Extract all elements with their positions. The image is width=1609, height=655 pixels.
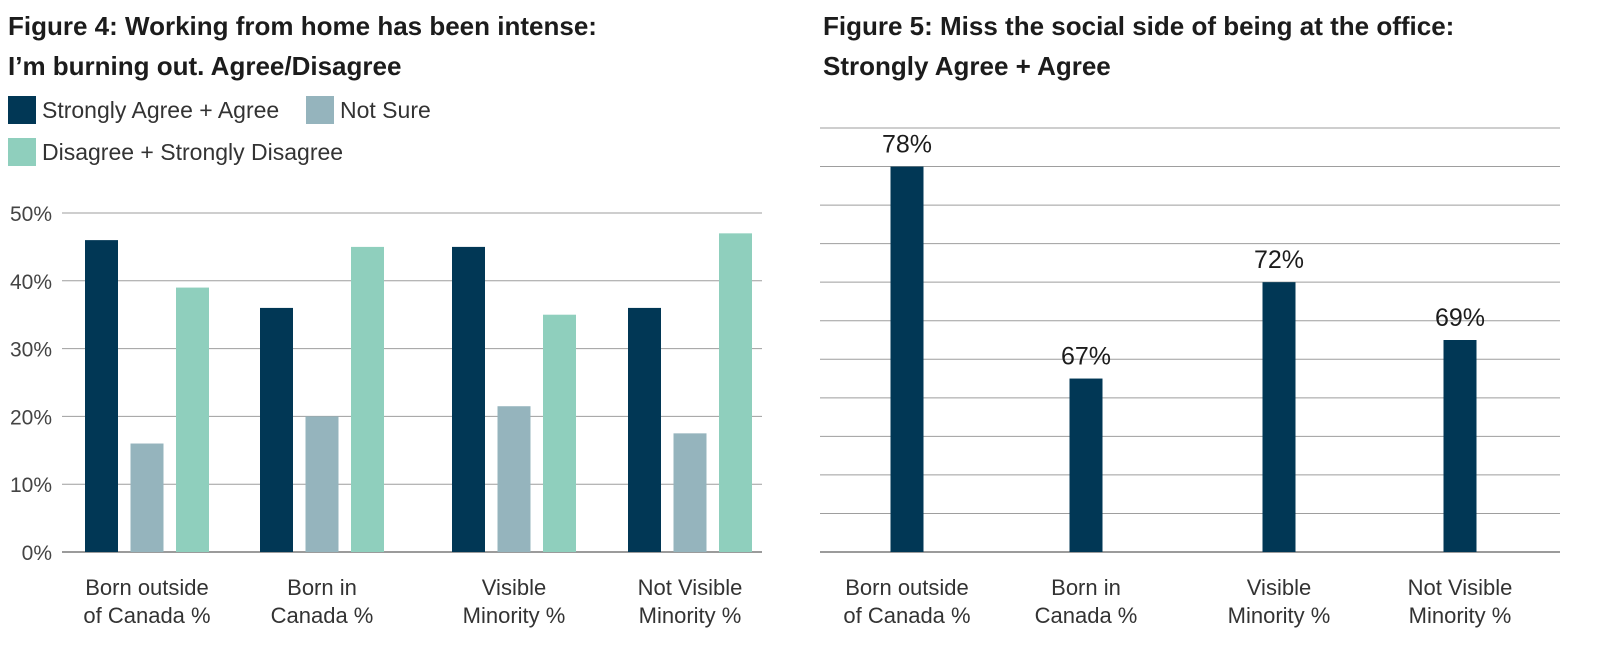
y-tick-label: 0% bbox=[22, 542, 52, 565]
bar bbox=[1443, 340, 1477, 552]
legend-label-disagree: Disagree + Strongly Disagree bbox=[42, 139, 344, 165]
x-tick-label: Born in bbox=[287, 575, 357, 600]
legend-swatch-not-sure bbox=[306, 96, 334, 124]
bar bbox=[628, 307, 661, 552]
bar bbox=[351, 246, 384, 552]
figure-5-title-line-1: Figure 5: Miss the social side of being … bbox=[823, 11, 1455, 41]
legend-label-not-sure: Not Sure bbox=[340, 97, 431, 123]
bar bbox=[260, 307, 293, 552]
bar bbox=[543, 314, 576, 552]
y-tick-label: 10% bbox=[10, 474, 52, 497]
figure-4-chart: 0% 10% 20% 30% 40% 50% Born outside of Canada %… bbox=[10, 203, 762, 628]
x-tick-label: Not Visible bbox=[1408, 575, 1513, 600]
x-tick-label: Not Visible bbox=[638, 575, 743, 600]
x-tick-label: Born in bbox=[1051, 575, 1121, 600]
y-tick-label: 20% bbox=[10, 406, 52, 429]
bar bbox=[719, 233, 752, 552]
x-tick-label: Canada % bbox=[271, 603, 374, 628]
data-label: 72% bbox=[1254, 246, 1304, 274]
x-tick-label: Born outside bbox=[845, 575, 969, 600]
data-label: 69% bbox=[1435, 304, 1485, 332]
figure-4-title-line-2: I’m burning out. Agree/Disagree bbox=[8, 51, 402, 81]
legend-swatch-disagree bbox=[8, 138, 36, 166]
bar bbox=[85, 240, 118, 552]
y-tick-label: 50% bbox=[10, 203, 52, 226]
bar bbox=[1262, 282, 1296, 552]
y-tick-label: 40% bbox=[10, 271, 52, 294]
legend-swatch-agree bbox=[8, 96, 36, 124]
figure-4-title-line-1: Figure 4: Working from home has been int… bbox=[8, 11, 597, 41]
x-tick-label: of Canada % bbox=[83, 603, 210, 628]
bar bbox=[673, 433, 707, 552]
legend-label-agree: Strongly Agree + Agree bbox=[42, 97, 280, 123]
bar bbox=[305, 416, 339, 552]
figure-4-title: Figure 4: Working from home has been int… bbox=[8, 6, 597, 86]
x-tick-label: Born outside bbox=[85, 575, 209, 600]
x-tick-label: Minority % bbox=[1228, 603, 1331, 628]
x-tick-label: Minority % bbox=[1409, 603, 1512, 628]
figure-5-title-line-2: Strongly Agree + Agree bbox=[823, 51, 1111, 81]
x-tick-label: Canada % bbox=[1035, 603, 1138, 628]
x-tick-label: Visible bbox=[1247, 575, 1311, 600]
figure-5-title: Figure 5: Miss the social side of being … bbox=[823, 6, 1454, 86]
data-label: 67% bbox=[1061, 343, 1111, 371]
bar bbox=[130, 443, 164, 552]
data-label: 78% bbox=[882, 131, 932, 159]
figure-5-panel: Figure 5: Miss the social side of being … bbox=[820, 0, 1609, 655]
x-tick-label: of Canada % bbox=[843, 603, 970, 628]
figure-4-panel: Figure 4: Working from home has been int… bbox=[0, 0, 800, 655]
bar bbox=[1069, 378, 1103, 552]
y-tick-label: 30% bbox=[10, 339, 52, 362]
x-tick-label: Visible bbox=[482, 575, 546, 600]
x-tick-label: Minority % bbox=[639, 603, 742, 628]
bar bbox=[176, 287, 209, 552]
bar bbox=[497, 406, 531, 552]
bar bbox=[890, 166, 924, 552]
figure-5-chart: 78% Born outside of Canada % 67% Born in Cana… bbox=[820, 127, 1560, 628]
x-tick-label: Minority % bbox=[463, 603, 566, 628]
bar bbox=[452, 246, 485, 552]
